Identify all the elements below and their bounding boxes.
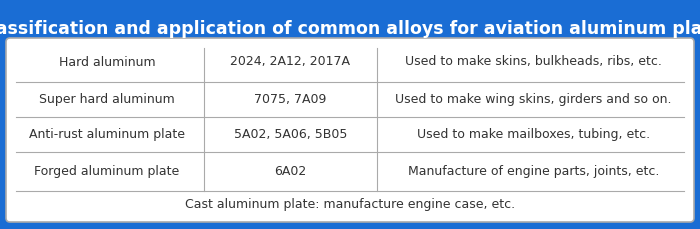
Text: Cast aluminum plate: manufacture engine case, etc.: Cast aluminum plate: manufacture engine … xyxy=(185,198,515,211)
Text: Manufacture of engine parts, joints, etc.: Manufacture of engine parts, joints, etc… xyxy=(408,165,659,178)
Text: Super hard aluminum: Super hard aluminum xyxy=(39,93,175,106)
FancyBboxPatch shape xyxy=(6,38,694,222)
Text: Used to make wing skins, girders and so on.: Used to make wing skins, girders and so … xyxy=(395,93,672,106)
Text: Used to make mailboxes, tubing, etc.: Used to make mailboxes, tubing, etc. xyxy=(417,128,650,141)
Text: Used to make skins, bulkheads, ribs, etc.: Used to make skins, bulkheads, ribs, etc… xyxy=(405,55,662,68)
Text: Hard aluminum: Hard aluminum xyxy=(59,55,155,68)
Text: 2024, 2A12, 2017A: 2024, 2A12, 2017A xyxy=(230,55,351,68)
Text: Classification and application of common alloys for aviation aluminum plate: Classification and application of common… xyxy=(0,20,700,38)
Text: Anti-rust aluminum plate: Anti-rust aluminum plate xyxy=(29,128,185,141)
Text: 6A02: 6A02 xyxy=(274,165,307,178)
Text: 5A02, 5A06, 5B05: 5A02, 5A06, 5B05 xyxy=(234,128,347,141)
Text: Forged aluminum plate: Forged aluminum plate xyxy=(34,165,179,178)
Text: 7075, 7A09: 7075, 7A09 xyxy=(254,93,327,106)
